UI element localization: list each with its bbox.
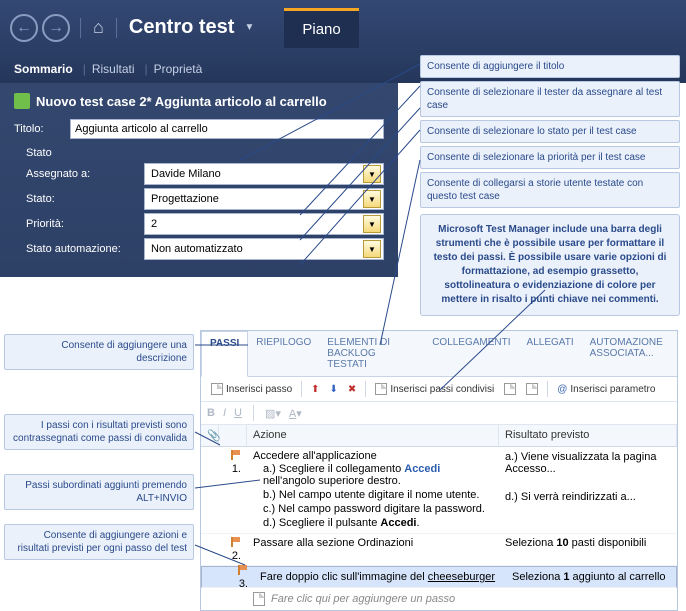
priorita-select[interactable]: 2▼ <box>144 213 384 235</box>
delete-icon: ✖ <box>348 384 356 395</box>
callout-titolo: Consente di aggiungere il titolo <box>420 55 680 78</box>
subnav-risultati[interactable]: Risultati <box>92 62 135 76</box>
tab-automazione[interactable]: AUTOMAZIONE ASSOCIATA... <box>582 331 677 376</box>
stato-section-label: Stato <box>26 147 384 159</box>
tab-allegati[interactable]: ALLEGATI <box>519 331 582 376</box>
attach-header: 📎 <box>201 425 219 446</box>
movedown-button[interactable]: ⬇ <box>326 382 342 397</box>
insert-param-button[interactable]: @Inserisci parametro <box>553 382 659 397</box>
callouts-right: Consente di aggiungere il titolo Consent… <box>420 55 680 316</box>
tab-passi[interactable]: PASSI <box>201 331 248 377</box>
step-row-1[interactable]: 1. Accedere all'applicazione a.) Sceglie… <box>201 447 677 534</box>
param-icon: @ <box>557 384 567 395</box>
copy-shared-button[interactable] <box>522 381 542 397</box>
callout-priorita: Consente di selezionare la priorità per … <box>420 146 680 169</box>
tab-collegamenti[interactable]: COLLEGAMENTI <box>424 331 518 376</box>
home-icon[interactable]: ⌂ <box>93 17 104 38</box>
new-step-icon <box>253 592 265 606</box>
priorita-label: Priorità: <box>26 218 144 230</box>
assegnato-select[interactable]: Davide Milano▼ <box>144 163 384 185</box>
autom-select[interactable]: Non automatizzato▼ <box>144 238 384 260</box>
callout-azioni-wrap: Consente di aggiungere azioni e risultat… <box>4 524 194 560</box>
stato-select[interactable]: Progettazione▼ <box>144 188 384 210</box>
step-row-3[interactable]: 3. Fare doppio clic sull'immagine del ch… <box>201 566 677 588</box>
callout-subordinati-wrap: Passi subordinati aggiunti premendo ALT+… <box>4 474 194 510</box>
forward-button[interactable]: → <box>42 14 70 42</box>
callout-convalida-wrap: I passi con i risultati previsti sono co… <box>4 414 194 450</box>
insert-shared-button[interactable]: Inserisci passi condivisi <box>371 381 498 397</box>
tab-backlog[interactable]: ELEMENTI DI BACKLOG TESTATI <box>319 331 424 376</box>
subnav-proprieta[interactable]: Proprietà <box>154 62 203 76</box>
grid-header: 📎 Azione Risultato previsto <box>201 425 677 447</box>
format-toolbar: B I U ▨▾ A▾ <box>201 402 677 425</box>
highlight-button[interactable]: ▨▾ <box>265 407 281 420</box>
assegnato-label: Assegnato a: <box>26 168 144 180</box>
arrow-down-icon: ⬇ <box>330 384 338 395</box>
italic-button[interactable]: I <box>223 407 226 419</box>
underline-button[interactable]: U <box>234 407 242 419</box>
testcase-icon <box>14 93 30 109</box>
top-nav: ← → ⌂ Centro test ▼ Piano <box>0 0 686 55</box>
callout-azioni: Consente di aggiungere azioni e risultat… <box>4 524 194 560</box>
moveup-button[interactable]: ⬆ <box>307 382 323 397</box>
validation-flag-icon <box>238 565 248 575</box>
callout-subordinati: Passi subordinati aggiunti premendo ALT+… <box>4 474 194 510</box>
shared-step-icon <box>375 383 387 395</box>
callout-tester: Consente di selezionare il tester da ass… <box>420 81 680 117</box>
risultato-header: Risultato previsto <box>499 425 677 446</box>
callout-convalida: I passi con i risultati previsti sono co… <box>4 414 194 450</box>
delete-step-button[interactable]: ✖ <box>344 382 360 397</box>
back-button[interactable]: ← <box>10 14 38 42</box>
grid-body: 1. Accedere all'applicazione a.) Sceglie… <box>201 447 677 610</box>
titolo-label: Titolo: <box>14 123 70 135</box>
steps-toolbar: Inserisci passo ⬆ ⬇ ✖ Inserisci passi co… <box>201 377 677 402</box>
test-case-form: Nuovo test case 2* Aggiunta articolo al … <box>0 83 398 277</box>
steps-panel: PASSI RIEPILOGO ELEMENTI DI BACKLOG TEST… <box>200 330 678 611</box>
autom-label: Stato automazione: <box>26 243 144 255</box>
insert-step-icon <box>211 383 223 395</box>
stato-label: Stato: <box>26 193 144 205</box>
callout-formatting: Microsoft Test Manager include una barra… <box>420 214 680 316</box>
chevron-down-icon[interactable]: ▼ <box>244 22 254 33</box>
piano-tab[interactable]: Piano <box>284 8 358 48</box>
form-heading: Nuovo test case 2* Aggiunta articolo al … <box>14 93 384 109</box>
center-title: Centro test <box>129 16 235 39</box>
callout-descrizione: Consente di aggiungere una descrizione <box>4 334 194 370</box>
subnav-sommario[interactable]: Sommario <box>14 62 73 76</box>
callout-descrizione-wrap: Consente di aggiungere una descrizione <box>4 334 194 370</box>
tab-riepilogo[interactable]: RIEPILOGO <box>248 331 319 376</box>
callout-stato: Consente di selezionare lo stato per il … <box>420 120 680 143</box>
add-step-row[interactable]: Fare clic qui per aggiungere un passo <box>201 588 677 610</box>
copy-icon <box>526 383 538 395</box>
insert-step-button[interactable]: Inserisci passo <box>207 381 296 397</box>
open-icon <box>504 383 516 395</box>
steps-tabs: PASSI RIEPILOGO ELEMENTI DI BACKLOG TEST… <box>201 331 677 377</box>
bold-button[interactable]: B <box>207 407 215 419</box>
open-shared-button[interactable] <box>500 381 520 397</box>
validation-flag-icon <box>231 537 241 547</box>
step-row-2[interactable]: 2. Passare alla sezione Ordinazioni Sele… <box>201 534 677 566</box>
arrow-up-icon: ⬆ <box>311 384 319 395</box>
fontcolor-button[interactable]: A▾ <box>289 407 302 420</box>
validation-flag-icon <box>231 450 241 460</box>
titolo-input[interactable] <box>70 119 384 139</box>
azione-header: Azione <box>247 425 499 446</box>
callout-storie: Consente di collegarsi a storie utente t… <box>420 172 680 208</box>
